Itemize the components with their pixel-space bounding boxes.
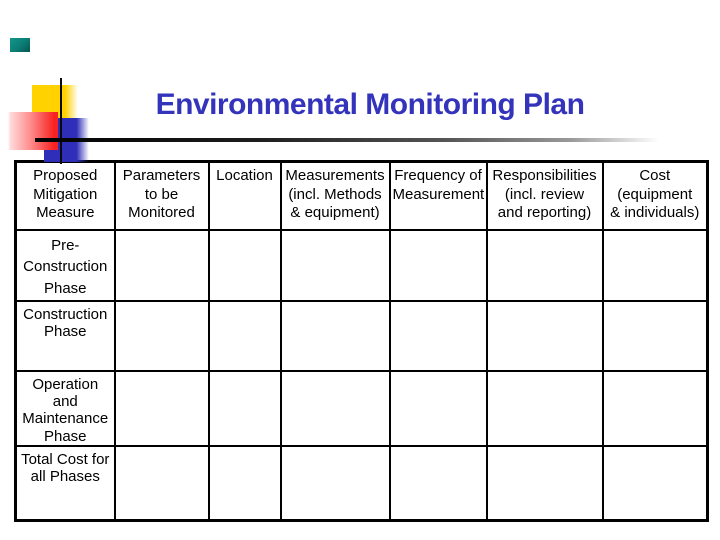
table-cell (113, 444, 210, 522)
row-label-pre-construction-phase: Pre- Construction Phase (14, 228, 116, 302)
table-row-pre-construction: Pre- Construction Phase (14, 228, 709, 302)
table-cell (279, 444, 391, 522)
table-cell (601, 228, 709, 302)
row-label-operation-and-maintenance-phase: Operation and Maintenance Phase (14, 369, 116, 447)
table-cell (601, 369, 709, 447)
col-header-location: Location (207, 160, 282, 231)
row-label-construction-phase: Construction Phase (14, 299, 116, 372)
teal-corner-rect (10, 38, 30, 52)
col-header-parameters-to-be-monitored: Parameters to be Monitored (113, 160, 210, 231)
table-cell (388, 299, 488, 372)
slide-title: Environmental Monitoring Plan (155, 88, 585, 121)
crosshair-vertical-line (60, 78, 62, 164)
header-row: Proposed Mitigation Measure Parameters t… (14, 160, 709, 231)
table-cell (207, 444, 282, 522)
table-cell (113, 299, 210, 372)
table-cell (485, 299, 604, 372)
col-header-cost: Cost (equipment & individuals) (601, 160, 709, 231)
table-cell (113, 369, 210, 447)
table-cell (601, 299, 709, 372)
table-cell (601, 444, 709, 522)
monitoring-table-wrapper: Proposed Mitigation Measure Parameters t… (14, 160, 709, 523)
table-row-total-cost: Total Cost for all Phases (14, 444, 709, 522)
monitoring-table: Proposed Mitigation Measure Parameters t… (14, 160, 709, 523)
col-header-frequency-of-measurement: Frequency of Measurement (388, 160, 488, 231)
table-cell (388, 444, 488, 522)
col-header-responsibilities: Responsibilities (incl. review and repor… (485, 160, 604, 231)
red-square-decor (8, 112, 58, 150)
table-cell (388, 228, 488, 302)
table-cell (207, 228, 282, 302)
row-label-total-cost-for-all-phases: Total Cost for all Phases (14, 444, 116, 522)
table-row-construction: Construction Phase (14, 299, 709, 372)
table-cell (279, 299, 391, 372)
col-header-measurements: Measurements (incl. Methods & equipment) (279, 160, 391, 231)
table-cell (485, 444, 604, 522)
table-cell (485, 228, 604, 302)
col-header-proposed-mitigation-measure: Proposed Mitigation Measure (14, 160, 116, 231)
table-cell (207, 369, 282, 447)
table-cell (279, 228, 391, 302)
title-underline (35, 138, 665, 142)
table-cell (485, 369, 604, 447)
table-cell (113, 228, 210, 302)
table-cell (279, 369, 391, 447)
table-cell (388, 369, 488, 447)
table-cell (207, 299, 282, 372)
table-row-operation-maintenance: Operation and Maintenance Phase (14, 369, 709, 447)
